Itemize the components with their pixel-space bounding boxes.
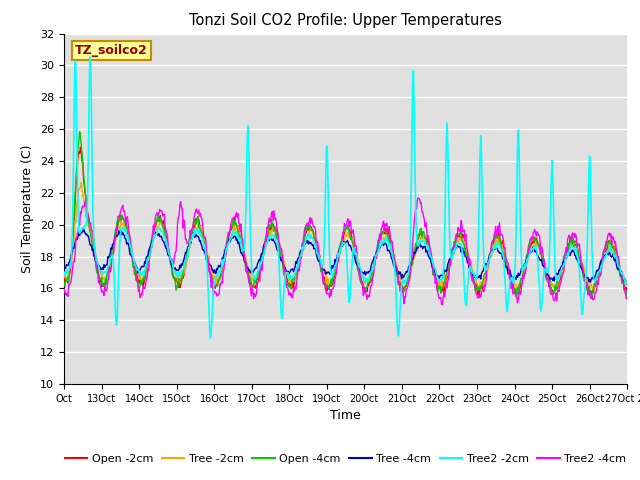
Legend: Open -2cm, Tree -2cm, Open -4cm, Tree -4cm, Tree2 -2cm, Tree2 -4cm: Open -2cm, Tree -2cm, Open -4cm, Tree -4… — [61, 449, 630, 468]
Y-axis label: Soil Temperature (C): Soil Temperature (C) — [22, 144, 35, 273]
Text: TZ_soilco2: TZ_soilco2 — [76, 44, 148, 57]
X-axis label: Time: Time — [330, 409, 361, 422]
Title: Tonzi Soil CO2 Profile: Upper Temperatures: Tonzi Soil CO2 Profile: Upper Temperatur… — [189, 13, 502, 28]
